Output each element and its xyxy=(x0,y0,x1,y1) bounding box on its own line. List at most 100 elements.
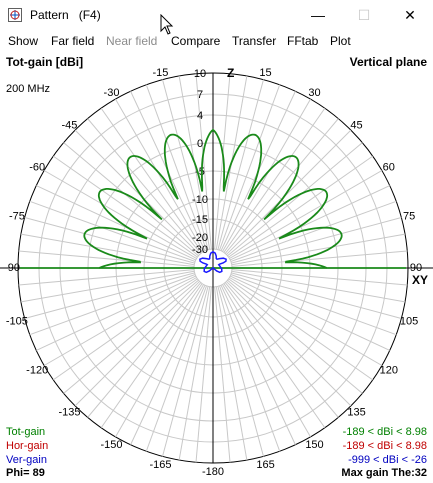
grid-spoke xyxy=(52,155,198,258)
grid-spoke xyxy=(74,281,200,407)
angle-label: -120 xyxy=(26,365,48,377)
grid-spoke xyxy=(20,270,195,303)
grid-spoke xyxy=(229,170,383,259)
grid-spoke xyxy=(24,217,195,264)
grid-spoke xyxy=(18,250,195,267)
angle-label: 15 xyxy=(259,67,271,79)
grid-spoke xyxy=(223,283,326,429)
close-button[interactable]: ✕ xyxy=(387,0,433,30)
grid-spoke xyxy=(115,284,204,438)
grid-spoke xyxy=(226,129,352,255)
legend-ver-range: -999 < dBi < -26 xyxy=(348,454,427,466)
grid-spoke xyxy=(220,285,296,445)
grid-spoke xyxy=(231,250,408,267)
maximize-icon: ☐ xyxy=(357,6,371,23)
phi-label: Phi= 89 xyxy=(6,467,45,479)
frequency-label: 200 MHz xyxy=(6,83,51,95)
grid-spoke xyxy=(227,142,363,257)
angle-label: 150 xyxy=(305,439,323,451)
grid-spoke xyxy=(214,73,231,250)
menu-bar: Show Far field Near field Compare Transf… xyxy=(0,30,433,52)
menu-transfer[interactable]: Transfer xyxy=(232,34,277,48)
angle-label: 30 xyxy=(308,87,320,99)
angle-label: -30 xyxy=(104,87,120,99)
grid-spoke xyxy=(217,286,264,457)
angle-label: -150 xyxy=(100,439,122,451)
grid-spoke xyxy=(231,269,408,286)
angle-label: 60 xyxy=(383,162,395,174)
grid-spoke xyxy=(145,84,207,251)
window-title: Pattern (F4) xyxy=(30,8,101,22)
grid-spoke xyxy=(230,200,397,262)
angle-label: 120 xyxy=(380,365,398,377)
grid-spoke xyxy=(231,272,402,319)
legend-hor-name: Hor-gain xyxy=(6,440,49,452)
grid-spoke xyxy=(43,277,197,366)
grid-spoke xyxy=(231,270,406,303)
grid-spoke xyxy=(74,129,200,255)
ring-label: 0 xyxy=(197,138,203,150)
grid-spoke xyxy=(130,285,206,445)
grid-spoke xyxy=(230,275,390,351)
z-axis-label: Z xyxy=(227,66,234,80)
angle-label: 75 xyxy=(403,210,415,222)
grid-spoke xyxy=(145,285,207,452)
menu-plot[interactable]: Plot xyxy=(330,34,351,48)
grid-spoke xyxy=(52,278,198,381)
minimize-icon: — xyxy=(311,7,325,23)
grid-spoke xyxy=(100,283,203,429)
grid-spoke xyxy=(215,286,248,461)
grid-spoke xyxy=(222,284,311,438)
gain-type-label: Tot-gain [dBi] xyxy=(6,55,84,69)
menu-near-field: Near field xyxy=(106,34,158,48)
grid-spoke xyxy=(43,170,197,259)
grid-spoke xyxy=(217,79,264,250)
menu-far-field[interactable]: Far field xyxy=(51,34,95,48)
angle-label: -135 xyxy=(58,407,80,419)
grid-spoke xyxy=(24,272,195,319)
angle-label: 165 xyxy=(256,459,274,471)
angle-label: 90 xyxy=(410,262,422,274)
legend-tot-name: Tot-gain xyxy=(6,426,46,438)
grid-spoke xyxy=(231,233,406,266)
grid-spoke xyxy=(229,277,383,366)
max-gain-label: Max gain The:32 xyxy=(341,467,427,479)
angle-label: -105 xyxy=(6,316,28,328)
grid-spoke xyxy=(214,286,231,463)
grid-spoke xyxy=(219,285,281,452)
menu-fftab[interactable]: FFtab xyxy=(287,34,319,48)
menu-show[interactable]: Show xyxy=(8,34,39,48)
grid-spoke xyxy=(115,98,204,252)
grid-spoke xyxy=(29,274,196,336)
grid-spoke xyxy=(36,275,196,351)
ring-label: -30 xyxy=(192,244,208,256)
angle-label: -90 xyxy=(4,262,20,274)
grid-spoke xyxy=(87,118,202,254)
menu-compare[interactable]: Compare xyxy=(171,34,221,48)
ring-label: 10 xyxy=(194,68,206,80)
mouse-cursor-icon xyxy=(160,14,174,35)
legend-hor-range: -189 < dBi < 8.98 xyxy=(342,440,427,452)
grid-spoke xyxy=(29,200,196,262)
grid-spoke xyxy=(87,282,202,418)
grid-spoke xyxy=(195,286,212,463)
angle-label: -165 xyxy=(149,459,171,471)
grid-spoke xyxy=(226,281,352,407)
grid-spoke xyxy=(178,286,211,461)
grid-spoke xyxy=(195,73,212,250)
ver-gain-trace xyxy=(199,250,227,274)
minimize-button[interactable]: — xyxy=(295,0,341,30)
grid-spoke xyxy=(224,118,339,254)
app-icon xyxy=(8,8,22,22)
grid-spoke xyxy=(231,217,402,264)
ring-label: -15 xyxy=(192,214,208,226)
angle-label: -180 xyxy=(202,466,224,478)
ring-label: 7 xyxy=(197,89,203,101)
angle-label: -45 xyxy=(62,119,78,131)
ring-label: -20 xyxy=(192,232,208,244)
angle-label: 45 xyxy=(350,119,362,131)
angle-label: -60 xyxy=(29,162,45,174)
grid-spoke xyxy=(228,278,374,381)
pattern-plot[interactable]: -15 15 -30 30 -45 45 -60 60 -75 75 -90 90 -105 105 -12… xyxy=(0,52,433,483)
grid-spoke xyxy=(63,279,199,394)
